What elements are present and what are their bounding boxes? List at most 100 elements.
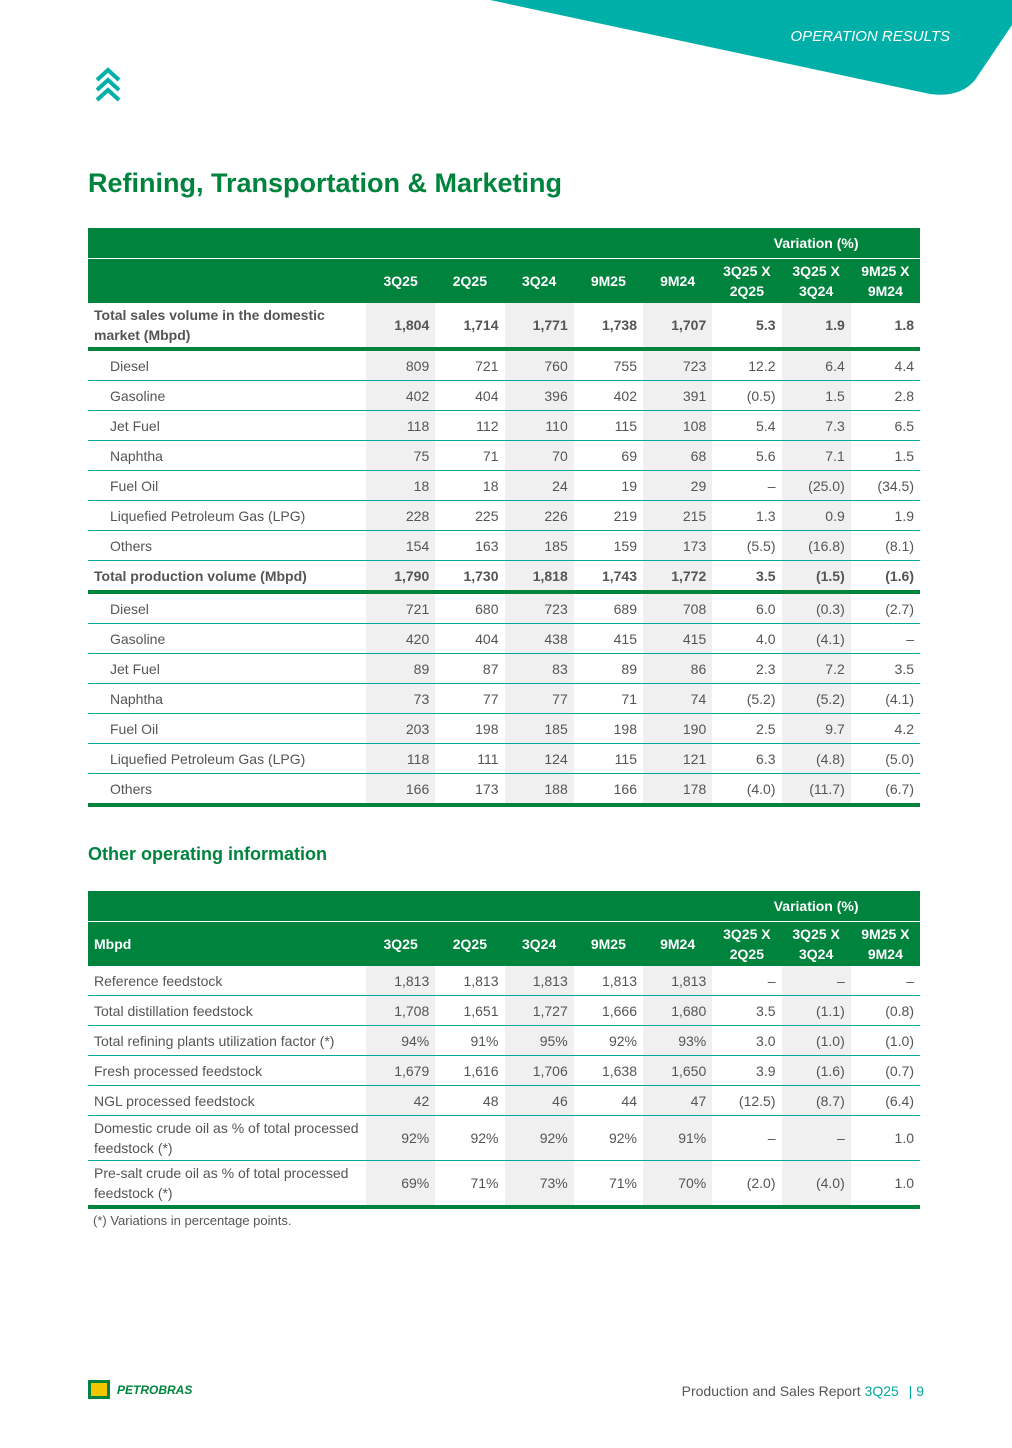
cell-value: 95% (504, 1025, 574, 1056)
cell-value: 680 (435, 592, 505, 624)
cell-value: 124 (504, 743, 574, 774)
cell-value: – (850, 623, 920, 654)
cell-value: 1,650 (643, 1055, 713, 1086)
header-row: Variation (%) (88, 228, 920, 259)
cell-value: 3.0 (712, 1025, 782, 1056)
cell-value: 71 (573, 683, 643, 714)
table-row: Gasoline 420 404 438 415 415 4.0 (4.1) – (88, 623, 920, 654)
cell-value: 5.3 (712, 303, 782, 351)
logo-mark (88, 1380, 110, 1399)
cell-value: 1,651 (435, 995, 505, 1026)
cell-value: 1,813 (504, 966, 574, 996)
cell-value: 708 (643, 592, 713, 624)
cell-value: 159 (573, 530, 643, 561)
cell-value: 42 (366, 1085, 436, 1116)
cell-value: – (712, 1115, 782, 1161)
table-row: Gasoline 402 404 396 402 391 (0.5) 1.5 2.8 (88, 380, 920, 411)
row-label: Total distillation feedstock (88, 995, 366, 1026)
cell-value: 3.5 (850, 653, 920, 684)
cell-value: (34.5) (850, 470, 920, 501)
table-body: Reference feedstock 1,813 1,813 1,813 1,813 1… (88, 966, 920, 1209)
row-label: Jet Fuel (88, 653, 366, 684)
cell-value: 1,616 (435, 1055, 505, 1086)
cell-value: 1,738 (573, 303, 643, 351)
cell-value: (0.7) (850, 1055, 920, 1086)
cell-value: 225 (435, 500, 505, 531)
cell-value: 5.6 (712, 440, 782, 471)
report-period: 3Q25 (864, 1383, 899, 1399)
cell-value: (1.6) (781, 1055, 851, 1086)
cell-value: 93% (643, 1025, 713, 1056)
cell-value: 1,680 (643, 995, 713, 1026)
cell-value: 1.5 (781, 380, 851, 411)
column-header: 3Q25 (366, 258, 436, 303)
cell-value: (25.0) (781, 470, 851, 501)
footer: Production and Sales Report 3Q25 | 9 (681, 1383, 924, 1399)
cell-value: 1,813 (435, 966, 505, 996)
row-label: Diesel (88, 592, 366, 624)
cell-value: 1,771 (504, 303, 574, 351)
cell-value: 760 (504, 349, 574, 381)
cell-value: 115 (573, 743, 643, 774)
cell-value: 755 (573, 349, 643, 381)
section-label: OPERATION RESULTS (790, 28, 950, 45)
cell-value: 420 (366, 623, 436, 654)
cell-value: 92% (573, 1115, 643, 1161)
cell-value: 94% (366, 1025, 436, 1056)
cell-value: 1,714 (435, 303, 505, 351)
cell-value: 77 (435, 683, 505, 714)
table-row: Pre-salt crude oil as % of total process… (88, 1160, 920, 1209)
cell-value: 5.4 (712, 410, 782, 441)
stub-header: Mbpd (88, 921, 366, 966)
cell-value: 89 (366, 653, 436, 684)
cell-value: 391 (643, 380, 713, 411)
cell-value: 215 (643, 500, 713, 531)
table-row: Naphtha 73 77 77 71 74 (5.2) (5.2) (4.1) (88, 683, 920, 714)
cell-value: 438 (504, 623, 574, 654)
cell-value: 87 (435, 653, 505, 684)
row-label: Domestic crude oil as % of total process… (88, 1115, 366, 1161)
cell-value: 723 (643, 349, 713, 381)
cell-value: 0.9 (781, 500, 851, 531)
page-title: Refining, Transportation & Marketing (88, 168, 563, 198)
column-header: 9M24 (643, 921, 713, 966)
cell-value: (0.3) (781, 592, 851, 624)
cell-value: (11.7) (781, 773, 851, 807)
cell-value: 3.5 (712, 560, 782, 594)
cell-value: – (712, 966, 782, 996)
table-row: Naphtha 75 71 70 69 68 5.6 7.1 1.5 (88, 440, 920, 471)
table-row: Liquefied Petroleum Gas (LPG) 228 225 226 21… (88, 500, 920, 531)
table-head: Variation (%) 3Q25 2Q25 3Q24 9M25 9M24 3Q25 X … (88, 228, 920, 303)
cell-value: 6.4 (781, 349, 851, 381)
cell-value: (16.8) (781, 530, 851, 561)
cell-value: 166 (366, 773, 436, 807)
header-blank (88, 228, 713, 259)
cell-value: (12.5) (712, 1085, 782, 1116)
row-label: Jet Fuel (88, 410, 366, 441)
cell-value: 689 (573, 592, 643, 624)
cell-value: 75 (366, 440, 436, 471)
cell-value: 228 (366, 500, 436, 531)
table-row: Diesel 809 721 760 755 723 12.2 6.4 4.4 (88, 349, 920, 381)
row-label: Total production volume (Mbpd) (88, 560, 366, 594)
cell-value: 29 (643, 470, 713, 501)
cell-value: 185 (504, 713, 574, 744)
row-label: Naphtha (88, 440, 366, 471)
cell-value: (4.0) (781, 1160, 851, 1209)
cell-value: 173 (643, 530, 713, 561)
table-row: NGL processed feedstock 42 48 46 44 47 (12.5)(… (88, 1085, 920, 1116)
cell-value: 2.8 (850, 380, 920, 411)
table-row: Others 154 163 185 159 173 (5.5) (16.8) (8.1) (88, 530, 920, 561)
cell-value: 1,638 (573, 1055, 643, 1086)
cell-value: 219 (573, 500, 643, 531)
cell-value: 91% (435, 1025, 505, 1056)
cell-value: 1,708 (366, 995, 436, 1026)
row-label: Others (88, 773, 366, 807)
row-label: Pre-salt crude oil as % of total process… (88, 1160, 366, 1209)
row-label: Liquefied Petroleum Gas (LPG) (88, 743, 366, 774)
cell-value: 1,707 (643, 303, 713, 351)
cell-value: (5.2) (712, 683, 782, 714)
cell-value: 1,804 (366, 303, 436, 351)
row-label: Fuel Oil (88, 470, 366, 501)
variation-label: Variation (%) (712, 228, 920, 259)
